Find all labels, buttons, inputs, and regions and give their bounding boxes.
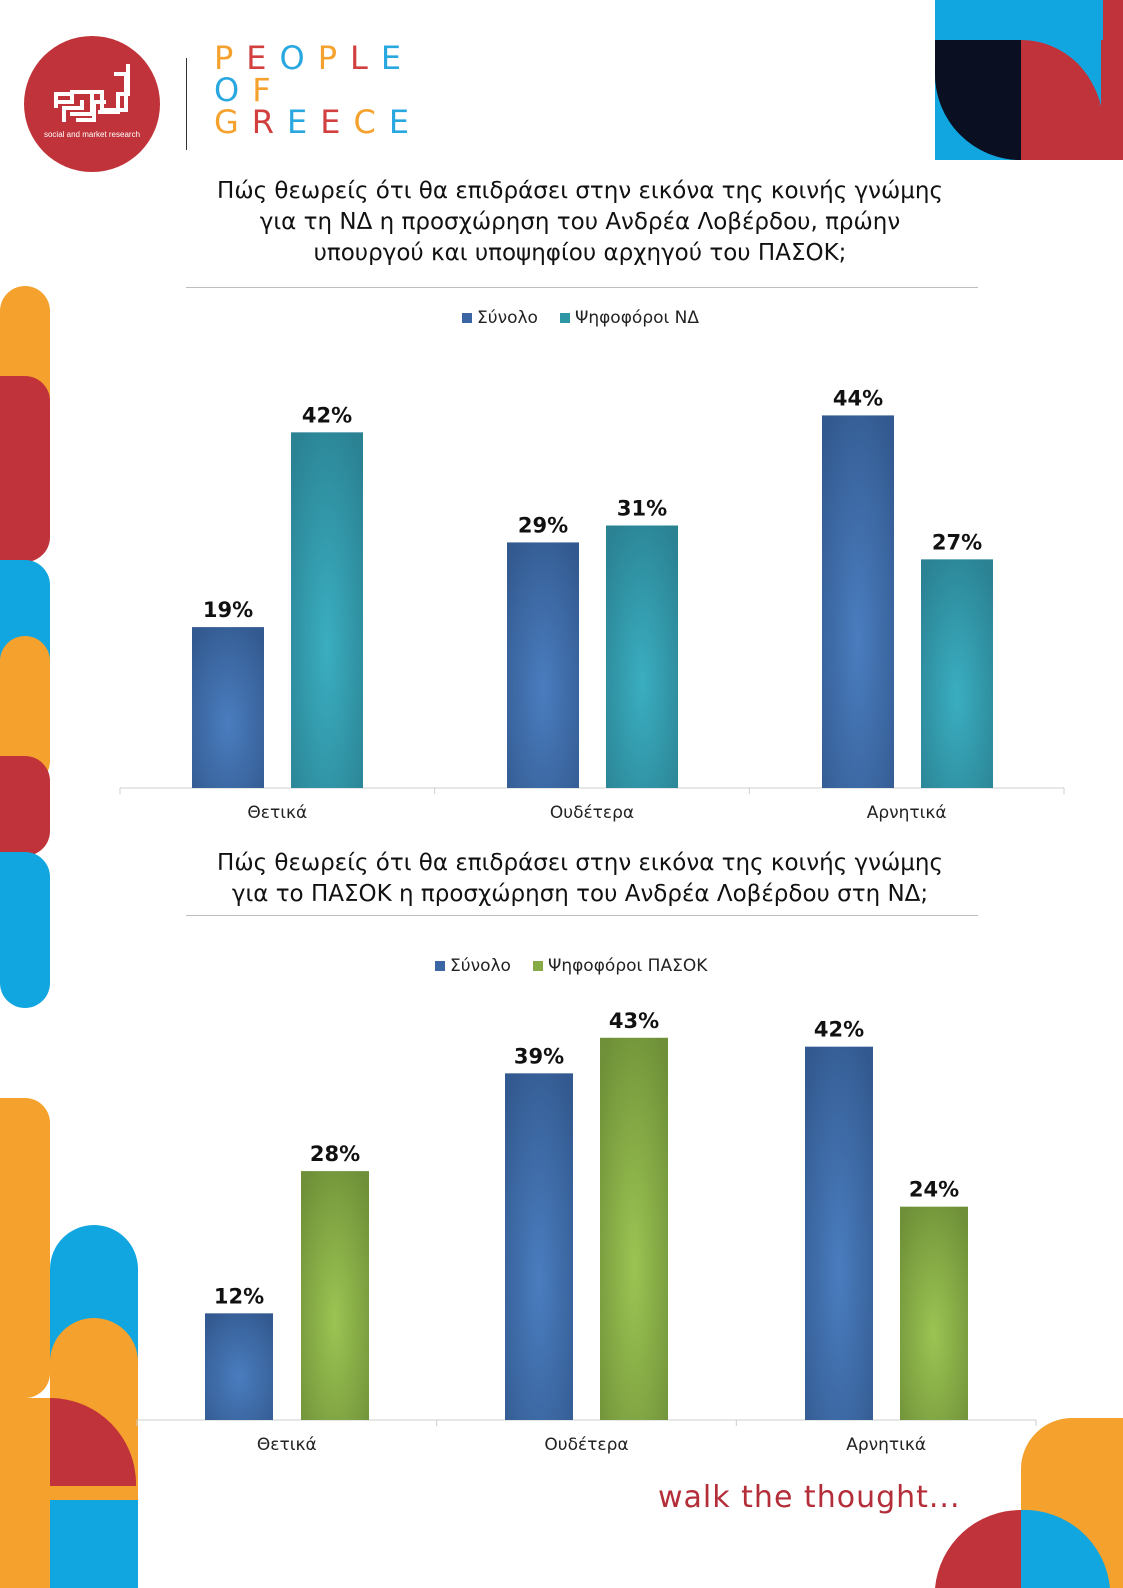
legend-label: Ψηφοφόροι ΝΔ (574, 308, 700, 328)
bar-voters (600, 1037, 668, 1420)
data-label: 31% (617, 496, 667, 520)
category-label: Αρνητικά (846, 1435, 926, 1455)
logo-caption: social and market research (43, 130, 141, 139)
data-label: 27% (932, 530, 982, 554)
chart2-legend-item-total: Σύνολο (435, 956, 511, 976)
chart1-title: Πώς θεωρείς ότι θα επιδράσει στην εικόνα… (150, 176, 1010, 269)
bar-total (505, 1073, 573, 1420)
legend-swatch (462, 313, 472, 323)
brand-line-2: OF (214, 71, 284, 109)
bar-voters (291, 432, 363, 788)
tagline: walk the thought... (658, 1480, 961, 1515)
bar-total (822, 415, 894, 788)
chart2-title-line-2: για το ΠΑΣΟΚ η προσχώρηση του Ανδρέα Λοβ… (231, 881, 929, 907)
category-label: Αρνητικά (867, 803, 947, 823)
chart1-legend-item-nd: Ψηφοφόροι ΝΔ (559, 308, 700, 328)
brand-line-1: PEOPLE (214, 39, 415, 77)
company-logo: social and market research (24, 36, 160, 172)
chart2-title-line-1: Πώς θεωρείς ότι θα επιδράσει στην εικόνα… (217, 850, 943, 876)
chart2-legend-item-pasok: Ψηφοφόροι ΠΑΣΟΚ (532, 956, 708, 976)
bar-voters (921, 559, 993, 788)
chart2-legend: Σύνολο Ψηφοφόροι ΠΑΣΟΚ (435, 956, 729, 976)
category-label: Θετικά (257, 1435, 317, 1455)
legend-swatch (559, 313, 570, 323)
chart1-title-line-2: για τη ΝΔ η προσχώρηση του Ανδρέα Λοβέρδ… (259, 209, 901, 235)
left-side-graphic (0, 286, 138, 1588)
header-divider (186, 58, 187, 150)
bar-total (507, 542, 579, 788)
bar-total (205, 1313, 273, 1420)
data-label: 42% (302, 403, 352, 427)
data-label: 43% (609, 1009, 659, 1033)
data-label: 12% (214, 1284, 264, 1308)
legend-label: Σύνολο (450, 956, 511, 976)
bar-total (192, 627, 264, 788)
data-label: 29% (518, 513, 568, 537)
legend-swatch (532, 961, 543, 971)
chart1-legend-item-total: Σύνολο (462, 308, 538, 328)
logo-mark-icon (54, 64, 130, 122)
bar-voters (900, 1206, 968, 1420)
category-label: Ουδέτερα (544, 1435, 628, 1455)
data-label: 44% (833, 386, 883, 410)
chart2-title-rule (186, 915, 978, 916)
brand-line-3: GREECE (214, 103, 423, 141)
chart1-title-rule (186, 287, 978, 288)
corner-graphic-bottom-right (935, 1418, 1123, 1588)
bar-total (805, 1046, 873, 1420)
data-label: 28% (310, 1142, 360, 1166)
corner-graphic-top-right (935, 0, 1123, 160)
bar-voters (606, 525, 678, 788)
legend-label: Ψηφοφόροι ΠΑΣΟΚ (547, 956, 708, 976)
legend-swatch (435, 961, 445, 971)
chart2-title: Πώς θεωρείς ότι θα επιδράσει στην εικόνα… (150, 848, 1010, 910)
brand-wordmark: PEOPLE OF GREECE (214, 42, 422, 138)
category-label: Θετικά (247, 803, 307, 823)
legend-label: Σύνολο (477, 308, 538, 328)
data-label: 42% (814, 1018, 864, 1042)
chart1-title-line-3: υπουργού και υποψηφίου αρχηγού του ΠΑΣΟΚ… (313, 240, 847, 266)
data-label: 19% (203, 598, 253, 622)
data-label: 39% (514, 1044, 564, 1068)
bar-voters (301, 1171, 369, 1420)
chart1-title-line-1: Πώς θεωρείς ότι θα επιδράσει στην εικόνα… (217, 178, 943, 204)
chart1-legend: Σύνολο Ψηφοφόροι ΝΔ (462, 308, 721, 328)
category-label: Ουδέτερα (550, 803, 634, 823)
data-label: 24% (909, 1178, 959, 1202)
